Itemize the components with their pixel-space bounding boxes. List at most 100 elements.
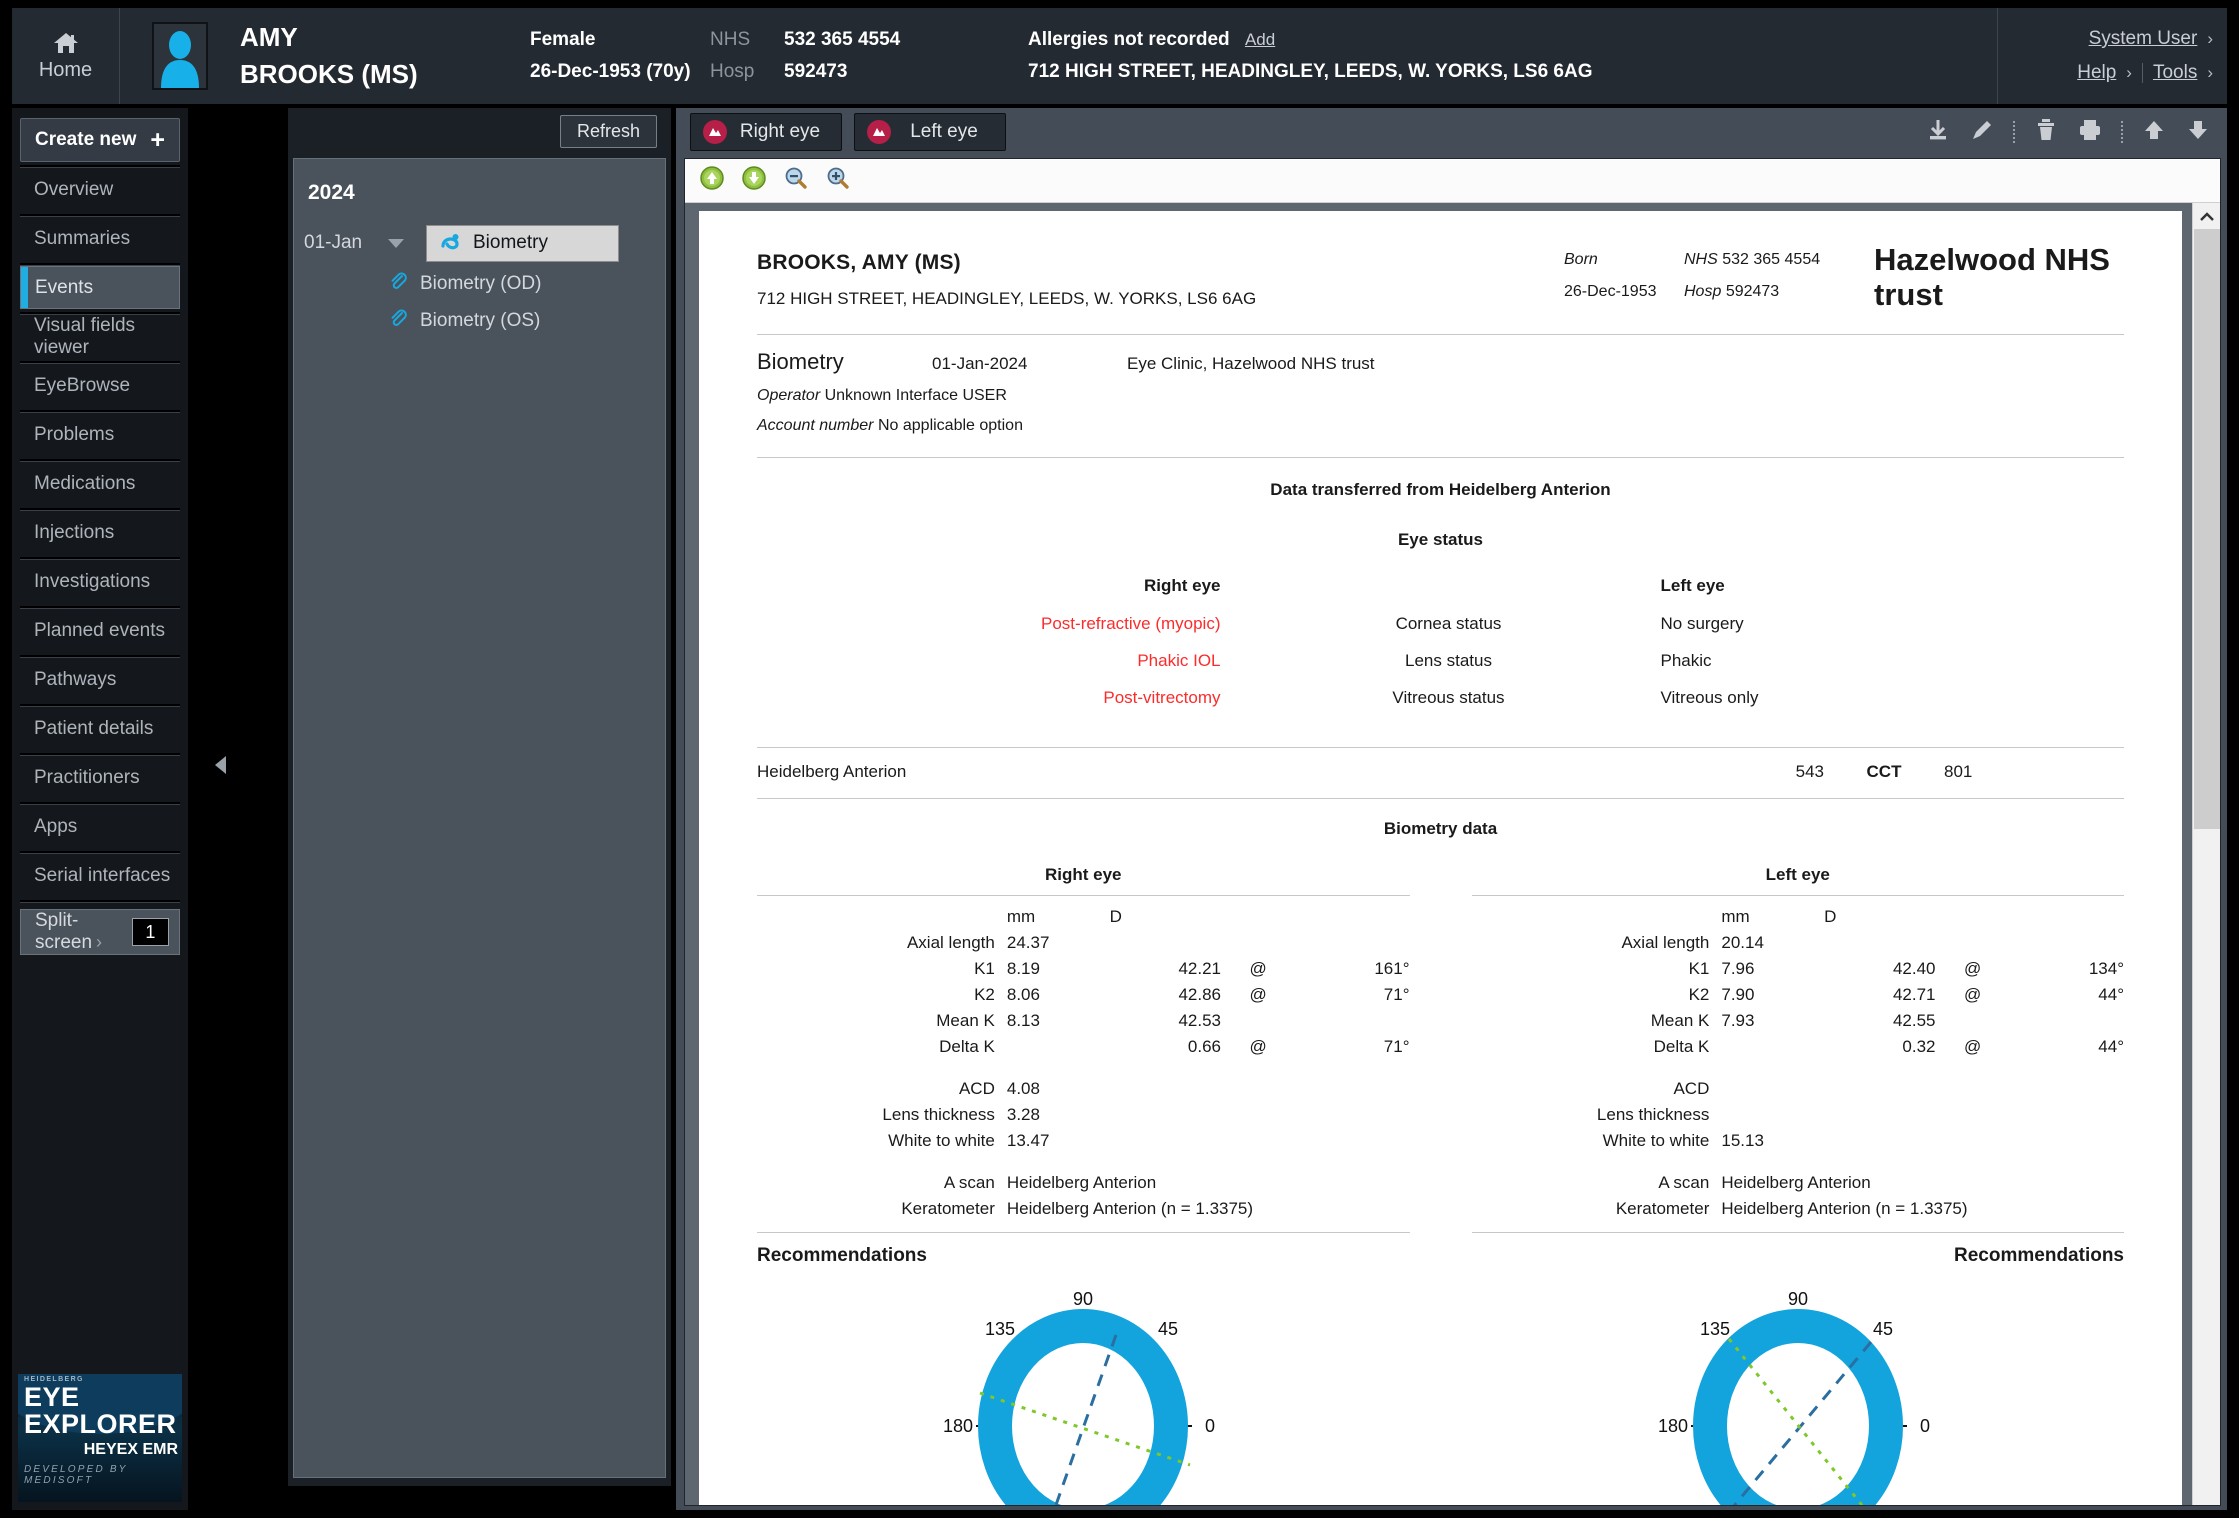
sidebar-item-planned-events[interactable]: Planned events <box>20 609 180 652</box>
status-left-value: No surgery <box>1660 614 1744 634</box>
refresh-button[interactable]: Refresh <box>559 114 657 148</box>
divider <box>20 214 180 217</box>
divider <box>20 508 180 511</box>
delete-icon[interactable] <box>2033 117 2059 148</box>
sidebar-item-pathways[interactable]: Pathways <box>20 658 180 701</box>
system-user-link[interactable]: System User <box>2088 28 2198 49</box>
sidebar-item-events[interactable]: Events <box>20 266 180 309</box>
axis-label-180: 180 <box>1658 1416 1688 1436</box>
cell-mm: 7.96 <box>1721 959 1755 979</box>
sidebar-item-serial-interfaces[interactable]: Serial interfaces <box>20 854 180 897</box>
cell-at: @ <box>1964 985 1982 1005</box>
sidebar-item-medications[interactable]: Medications <box>20 462 180 505</box>
sidebar-item-label: Investigations <box>34 570 151 592</box>
home-button[interactable]: Home <box>12 8 120 104</box>
divider <box>757 457 2124 459</box>
cell-axis <box>1295 1008 1409 1034</box>
download-icon[interactable] <box>1925 117 1951 148</box>
row-label: K1 <box>974 959 995 979</box>
right-eye-icon <box>703 120 727 144</box>
biometry-right-head: Right eye <box>1044 865 1122 885</box>
edit-icon[interactable] <box>1969 117 1995 148</box>
status-right-column: Right eye Post-refractive (myopic) Phaki… <box>757 576 1299 725</box>
attachment-icon <box>388 271 408 296</box>
zoom-in-icon[interactable] <box>825 165 851 196</box>
page-up-icon[interactable] <box>699 165 725 196</box>
help-link[interactable]: Help <box>2077 62 2117 83</box>
sidebar-item-label: Apps <box>34 815 78 837</box>
report-born-block: Born 26-Dec-1953 <box>1564 251 1684 301</box>
table-row: K2 8.06 42.86 @ 71° <box>757 982 1409 1008</box>
axis-label-180: 180 <box>943 1416 973 1436</box>
cct-label: CCT <box>1866 762 1902 782</box>
cell-mm: 3.28 <box>1006 1105 1040 1125</box>
event-tree: 2024 01-Jan Biometry <box>293 158 666 1478</box>
cell-d: 0.32 <box>1902 1037 1936 1057</box>
sidebar-item-practitioners[interactable]: Practitioners <box>20 756 180 799</box>
axis-label-90: 90 <box>1788 1289 1808 1309</box>
cell-axis <box>2010 1008 2124 1034</box>
split-screen-button[interactable]: Split-screen › 1 <box>20 909 180 955</box>
page-down-icon[interactable] <box>741 165 767 196</box>
status-right-value: Phakic IOL <box>1137 651 1221 671</box>
sidebar-item-problems[interactable]: Problems <box>20 413 180 456</box>
sidebar-item-patient-details[interactable]: Patient details <box>20 707 180 750</box>
eye-tab-bar: Right eye Left eye <box>676 108 2227 156</box>
cell-empty <box>1110 1076 1410 1102</box>
report-hosp-label: Hosp <box>1684 283 1722 300</box>
tree-child-biometry-od[interactable]: Biometry (OD) <box>388 271 665 296</box>
sidebar-item-label: Problems <box>34 423 115 445</box>
system-user-row[interactable]: System User › <box>2089 28 2213 50</box>
nhs-row: NHS 532 365 4554 <box>710 29 1010 51</box>
sidebar-item-apps[interactable]: Apps <box>20 805 180 848</box>
print-icon[interactable] <box>2077 117 2103 148</box>
scrollbar-thumb[interactable] <box>2193 229 2220 829</box>
table-row: Keratometer Heidelberg Anterion (n = 1.3… <box>757 1196 1410 1222</box>
chevron-down-icon[interactable] <box>388 238 404 248</box>
account-label: Account number <box>757 417 874 435</box>
document-action-toolbar <box>1925 108 2211 156</box>
tree-child-biometry-os[interactable]: Biometry (OS) <box>388 308 665 333</box>
zoom-out-icon[interactable] <box>783 165 809 196</box>
status-label: Vitreous status <box>1392 688 1505 708</box>
sidebar-item-injections[interactable]: Injections <box>20 511 180 554</box>
report-page: BROOKS, AMY (MS) 712 HIGH STREET, HEADIN… <box>699 211 2182 1505</box>
status-label-column: Cornea status Lens status Vitreous statu… <box>1299 576 1599 725</box>
sidebar-item-visual-fields-viewer[interactable]: Visual fields viewer <box>20 315 180 358</box>
move-down-icon[interactable] <box>2185 117 2211 148</box>
move-up-icon[interactable] <box>2141 117 2167 148</box>
scroll-up-button[interactable] <box>2192 203 2220 229</box>
cell-mm: 15.13 <box>1721 1131 1764 1151</box>
recommendations-left: Recommendations <box>1471 1232 2124 1267</box>
tab-left-eye[interactable]: Left eye <box>854 113 1006 151</box>
cell-empty <box>1110 1102 1410 1128</box>
sidebar-item-overview[interactable]: Overview <box>20 168 180 211</box>
sidebar-item-summaries[interactable]: Summaries <box>20 217 180 260</box>
patient-sex: Female <box>530 29 596 50</box>
tree-node-biometry[interactable]: Biometry <box>426 224 619 262</box>
report-header: BROOKS, AMY (MS) 712 HIGH STREET, HEADIN… <box>757 242 2124 312</box>
cct-left-value: 801 <box>1944 762 1973 782</box>
left-eye-icon <box>867 120 891 144</box>
tools-link[interactable]: Tools <box>2152 62 2198 83</box>
add-allergy-link[interactable]: Add <box>1244 30 1276 49</box>
row-label: Delta K <box>939 1037 995 1057</box>
sidebar-item-eyebrowse[interactable]: EyeBrowse <box>20 364 180 407</box>
document-scrollbar[interactable] <box>2192 203 2220 1505</box>
tab-right-eye[interactable]: Right eye <box>690 113 842 151</box>
left-sidebar: Create new + Overview Summaries Events V… <box>12 108 188 1510</box>
row-label: White to white <box>1602 1131 1710 1151</box>
sidebar-collapse-handle[interactable] <box>212 755 228 775</box>
chevron-right-icon: › <box>2126 63 2132 82</box>
attachment-icon <box>388 308 408 333</box>
table-row: Mean K 8.13 42.53 <box>757 1008 1410 1034</box>
chevron-right-icon: › <box>96 932 103 952</box>
status-right-head: Right eye <box>1143 576 1221 596</box>
divider <box>20 851 180 854</box>
sidebar-item-investigations[interactable]: Investigations <box>20 560 180 603</box>
cell-d <box>1110 930 1221 956</box>
eye-status-table: Right eye Post-refractive (myopic) Phaki… <box>757 576 2124 725</box>
logo-developer: DEVELOPED BY MEDISOFT <box>24 1464 128 1486</box>
create-new-button[interactable]: Create new + <box>20 118 180 162</box>
cell-mm: 8.06 <box>1006 985 1040 1005</box>
